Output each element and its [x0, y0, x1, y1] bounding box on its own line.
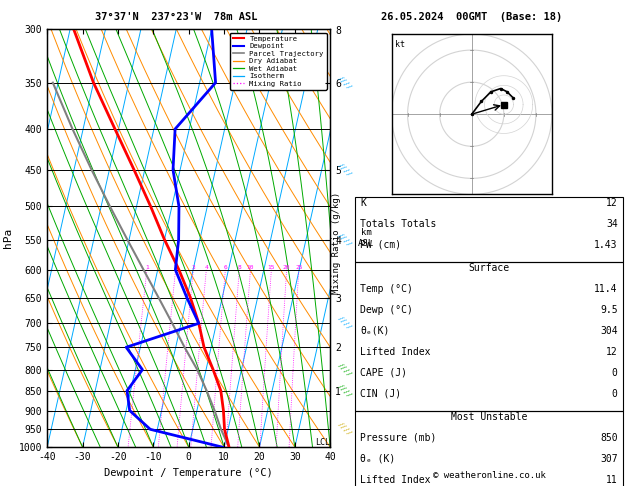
Y-axis label: km
ASL: km ASL [358, 228, 374, 248]
X-axis label: Dewpoint / Temperature (°C): Dewpoint / Temperature (°C) [104, 468, 273, 478]
Text: 1: 1 [145, 265, 149, 270]
Text: 0: 0 [612, 388, 618, 399]
Y-axis label: hPa: hPa [3, 228, 13, 248]
Text: CIN (J): CIN (J) [360, 388, 401, 399]
Text: 850: 850 [600, 433, 618, 443]
Text: ////: //// [337, 74, 353, 91]
Text: θₑ(K): θₑ(K) [360, 326, 390, 336]
Text: ////: //// [337, 362, 353, 378]
Text: 34: 34 [606, 219, 618, 229]
Text: 11: 11 [606, 474, 618, 485]
Text: Lifted Index: Lifted Index [360, 347, 431, 357]
Text: 304: 304 [600, 326, 618, 336]
Text: Dewp (°C): Dewp (°C) [360, 305, 413, 315]
Text: PW (cm): PW (cm) [360, 240, 401, 250]
Text: 2: 2 [174, 265, 177, 270]
Text: Surface: Surface [469, 263, 509, 273]
Text: ////: //// [337, 421, 353, 437]
Text: Temp (°C): Temp (°C) [360, 284, 413, 294]
Text: kt: kt [395, 40, 405, 50]
Text: 307: 307 [600, 454, 618, 464]
Legend: Temperature, Dewpoint, Parcel Trajectory, Dry Adiabat, Wet Adiabat, Isotherm, Mi: Temperature, Dewpoint, Parcel Trajectory… [230, 33, 326, 89]
Text: 8: 8 [238, 265, 241, 270]
Text: Totals Totals: Totals Totals [360, 219, 437, 229]
Text: ////: //// [337, 231, 353, 248]
Text: 11.4: 11.4 [594, 284, 618, 294]
Text: θₑ (K): θₑ (K) [360, 454, 396, 464]
Text: 1.43: 1.43 [594, 240, 618, 250]
Text: ////: //// [337, 382, 353, 399]
Text: 20: 20 [283, 265, 291, 270]
Text: 10: 10 [247, 265, 254, 270]
Text: 15: 15 [267, 265, 275, 270]
Text: 37°37'N  237°23'W  78m ASL: 37°37'N 237°23'W 78m ASL [95, 12, 257, 22]
Text: 4: 4 [204, 265, 208, 270]
Text: 6: 6 [223, 265, 227, 270]
Text: 26.05.2024  00GMT  (Base: 18): 26.05.2024 00GMT (Base: 18) [381, 12, 562, 22]
Text: © weatheronline.co.uk: © weatheronline.co.uk [433, 471, 545, 480]
Text: 12: 12 [606, 198, 618, 208]
Text: 12: 12 [606, 347, 618, 357]
Text: Lifted Index: Lifted Index [360, 474, 431, 485]
Text: 3: 3 [191, 265, 195, 270]
Text: Pressure (mb): Pressure (mb) [360, 433, 437, 443]
Text: ////: //// [337, 162, 353, 178]
Text: Most Unstable: Most Unstable [451, 412, 527, 422]
Text: 8: 8 [335, 26, 342, 35]
Text: 25: 25 [295, 265, 303, 270]
Text: CAPE (J): CAPE (J) [360, 367, 408, 378]
Text: 9.5: 9.5 [600, 305, 618, 315]
Text: K: K [360, 198, 366, 208]
Text: Mixing Ratio (g/kg): Mixing Ratio (g/kg) [332, 192, 341, 294]
Text: 0: 0 [612, 367, 618, 378]
Text: LCL: LCL [315, 438, 330, 448]
Text: ////: //// [337, 315, 353, 331]
